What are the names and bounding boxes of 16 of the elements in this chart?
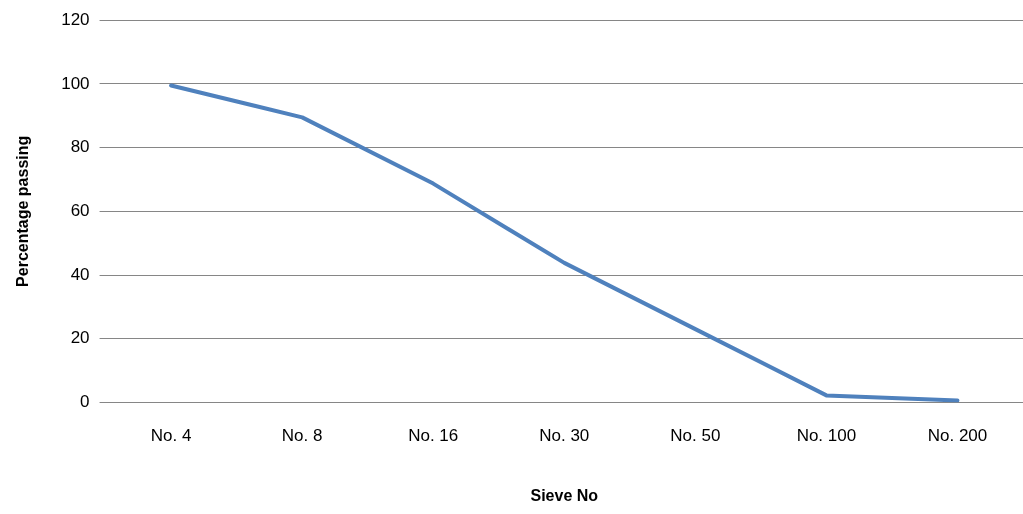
- x-tick-label: No. 8: [281, 426, 323, 446]
- y-tick-label: 60: [70, 200, 90, 220]
- x-tick-label: No. 16: [408, 426, 459, 446]
- x-tick-label: No. 4: [150, 426, 192, 446]
- x-tick-label: No. 200: [927, 426, 988, 446]
- y-tick-label: 80: [70, 137, 90, 157]
- x-tick-label: No. 30: [539, 426, 590, 446]
- y-tick-label: 40: [70, 264, 90, 284]
- y-tick-label: 20: [70, 328, 90, 348]
- y-axis-title: Percentage passing: [14, 135, 32, 287]
- y-tick-label: 120: [61, 9, 90, 29]
- y-tick-label: 0: [80, 392, 90, 412]
- x-axis-title: Sieve No: [530, 486, 599, 504]
- x-tick-label: No. 50: [670, 426, 721, 446]
- y-tick-label: 100: [61, 73, 90, 93]
- x-tick-label: No. 100: [796, 426, 857, 446]
